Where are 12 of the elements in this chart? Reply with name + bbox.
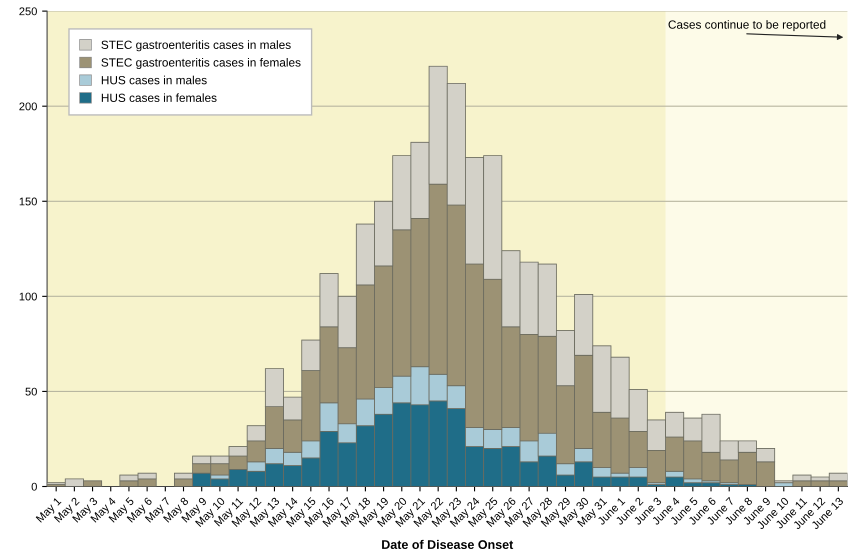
x-axis-title: Date of Disease Onset xyxy=(382,540,514,550)
legend-label: STEC gastroenteritis cases in males xyxy=(101,40,291,52)
y-tick-label: 100 xyxy=(20,292,37,300)
y-tick-label: 0 xyxy=(32,482,37,491)
legend-label: HUS cases in females xyxy=(102,93,217,102)
y-tick-label: 200 xyxy=(19,102,37,110)
y-tick-label: 50 xyxy=(25,388,37,396)
legend-label: HUS cases in males xyxy=(102,76,207,84)
y-tick-label: 150 xyxy=(20,198,37,206)
y-tick-label: 250 xyxy=(19,7,37,16)
annotation: Cases continue to be reported xyxy=(668,20,826,32)
legend-label: STEC gastroenteritis cases in females xyxy=(101,58,301,69)
